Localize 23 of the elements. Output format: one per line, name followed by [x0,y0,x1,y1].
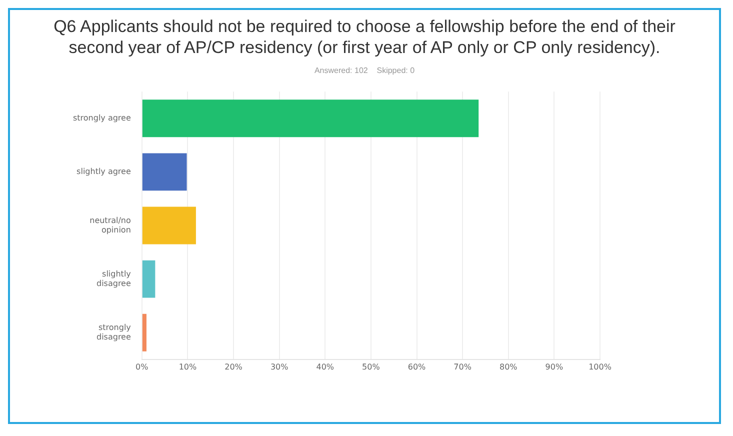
bar [142,100,479,138]
y-tick-label: slightly agree [76,167,131,176]
bar [142,153,187,191]
x-tick-label: 80% [499,362,518,372]
x-tick-label: 0% [136,362,149,372]
bar [142,314,146,352]
x-tick-label: 100% [588,362,612,372]
x-tick-label: 70% [454,362,472,372]
chart-subtitle: Answered: 102 Skipped: 0 [313,66,416,75]
y-tick-label: strongly agree [72,113,131,122]
bar [142,260,156,298]
y-tick-label: neutral/no opinion [90,216,131,234]
y-tick-label: slightly disagree [96,269,132,288]
x-tick-label: 60% [408,362,426,372]
x-tick-label: 10% [178,362,197,372]
x-tick-label: 90% [545,362,564,372]
x-tick-label: 40% [316,362,334,372]
x-tick-label: 50% [362,362,380,372]
chart-title: Q6 Applicants should not be required to choose a fellowship before the end of their second year of AP/CP residency (or first year of AP only or CP only residency). [52,16,676,58]
x-tick-label: 30% [270,362,289,372]
x-tick-label: 20% [224,362,243,372]
y-tick-label: strongly disagree [96,322,132,342]
bar [142,206,196,244]
